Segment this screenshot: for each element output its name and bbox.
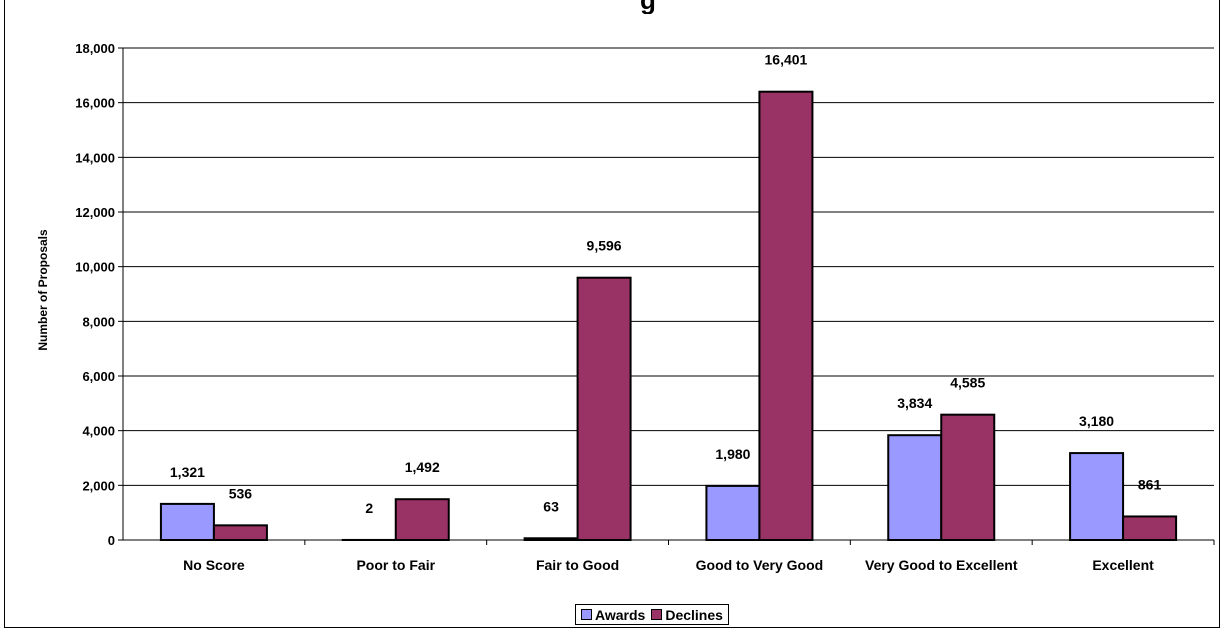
y-axis-ticks: 0 2,000 4,000 6,000 8,000 10,000 12,000 14,000 1…	[75, 41, 123, 548]
data-label-declines-very-good-to-excellent: 4,585	[950, 375, 985, 391]
y-tick-label: 10,000	[75, 260, 115, 275]
category-label-no-score: No Score	[183, 557, 245, 573]
category-label-very-good-to-excellent: Very Good to Excellent	[865, 557, 1018, 573]
legend-item-awards: Awards	[581, 607, 645, 623]
legend: Awards Declines	[575, 604, 729, 625]
bar-awards-very-good-to-excellent	[887, 434, 943, 542]
chart-title-text: g	[640, 0, 656, 14]
legend-label-awards: Awards	[595, 606, 646, 623]
data-label-declines-poor-to-fair: 1,492	[405, 459, 440, 475]
y-axis-title: Number of Proposals	[36, 229, 50, 351]
data-label-awards-excellent: 3,180	[1079, 413, 1114, 429]
category-label-fair-to-good: Fair to Good	[536, 557, 619, 573]
data-label-awards-very-good-to-excellent: 3,834	[897, 395, 932, 411]
y-tick-label: 14,000	[75, 150, 115, 165]
bar-declines-fair-to-good	[576, 276, 632, 541]
legend-swatch-declines	[651, 609, 663, 620]
y-tick-label: 6,000	[82, 369, 115, 384]
bar-awards-no-score	[159, 502, 215, 542]
data-label-declines-excellent: 861	[1138, 476, 1162, 492]
category-label-poor-to-fair: Poor to Fair	[356, 557, 435, 573]
y-tick-label: 0	[108, 533, 115, 548]
bar-declines-no-score	[212, 524, 268, 541]
x-axis-categories: No Score Poor to Fair Fair to Good Good to …	[183, 540, 1215, 573]
chart-frame	[4, 0, 1220, 628]
data-labels: 1,321 536 2 1,492 63 9,596 1,980 16,401 3,834 4,5…	[170, 52, 1162, 516]
data-label-awards-poor-to-fair: 2	[365, 500, 373, 516]
bar-awards-excellent	[1069, 452, 1125, 541]
chart-title-fragment: g	[640, 0, 656, 14]
bar-declines-excellent	[1122, 515, 1178, 542]
axes	[122, 48, 1214, 541]
y-tick-label: 12,000	[75, 205, 115, 220]
data-label-awards-fair-to-good: 63	[543, 498, 559, 514]
legend-item-declines: Declines	[651, 607, 723, 623]
y-tick-label: 4,000	[82, 424, 115, 439]
data-label-declines-no-score: 536	[229, 485, 253, 501]
data-label-declines-fair-to-good: 9,596	[587, 238, 622, 254]
bars	[159, 90, 1178, 542]
data-label-awards-good-to-very-good: 1,980	[715, 446, 750, 462]
gridlines	[123, 47, 1214, 486]
legend-swatch-awards	[581, 609, 592, 620]
y-tick-label: 16,000	[75, 96, 115, 111]
legend-label-declines: Declines	[665, 606, 723, 623]
data-label-awards-no-score: 1,321	[170, 464, 205, 480]
category-label-excellent: Excellent	[1092, 557, 1154, 573]
bar-declines-very-good-to-excellent	[940, 413, 996, 541]
bar-declines-poor-to-fair	[394, 498, 450, 541]
bar-declines-good-to-very-good	[758, 90, 814, 542]
category-label-good-to-very-good: Good to Very Good	[696, 557, 824, 573]
y-tick-label: 8,000	[82, 314, 115, 329]
y-tick-label: 18,000	[75, 41, 115, 56]
bar-awards-good-to-very-good	[705, 484, 761, 542]
data-label-declines-good-to-very-good: 16,401	[765, 52, 808, 68]
y-tick-label: 2,000	[82, 478, 115, 493]
